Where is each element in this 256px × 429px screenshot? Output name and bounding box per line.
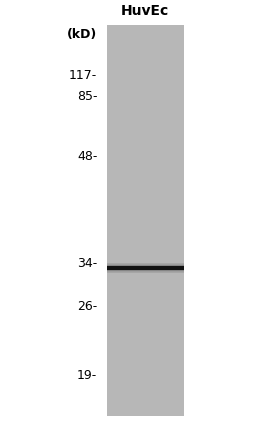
Text: 117-: 117-	[69, 69, 97, 82]
Text: HuvEc: HuvEc	[121, 4, 169, 18]
Text: 26-: 26-	[77, 300, 97, 313]
Text: (kD): (kD)	[67, 28, 97, 41]
Text: 34-: 34-	[77, 257, 97, 270]
Text: 85-: 85-	[77, 90, 97, 103]
Text: 19-: 19-	[77, 369, 97, 382]
Text: 48-: 48-	[77, 150, 97, 163]
